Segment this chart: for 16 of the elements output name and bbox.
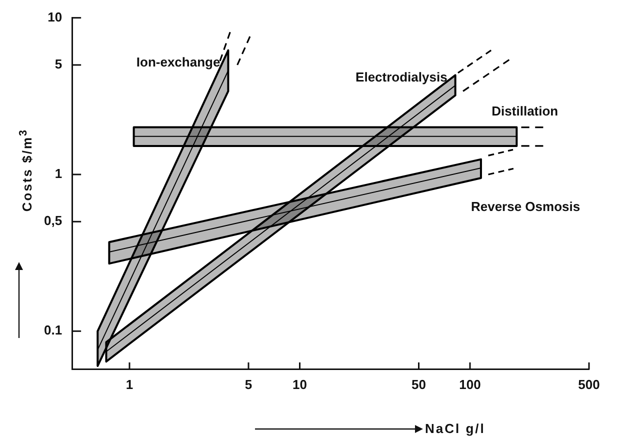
text: Reverse Osmosis	[470, 198, 580, 214]
y-tick-label: 0,5	[44, 213, 62, 228]
y-tick-label: 5	[54, 56, 62, 72]
x-tick-label: 100	[459, 376, 481, 392]
x-tick-label: 500	[578, 376, 600, 392]
x-tick-label: 50	[412, 376, 426, 392]
x-tick-label: 10	[292, 376, 307, 392]
x-tick-label: 5	[244, 376, 252, 392]
y-tick-label: 1	[54, 166, 62, 182]
y-tick-label: 10	[48, 9, 62, 24]
x-tick-label: 1	[126, 376, 134, 392]
x-axis-title: NaCl g/l	[425, 421, 486, 436]
series-label: Distillation	[492, 103, 558, 118]
series-label: Electrodialysis	[356, 69, 448, 84]
y-tick-label: 0.1	[44, 322, 62, 338]
series-label: Ion-exchange	[136, 54, 220, 70]
